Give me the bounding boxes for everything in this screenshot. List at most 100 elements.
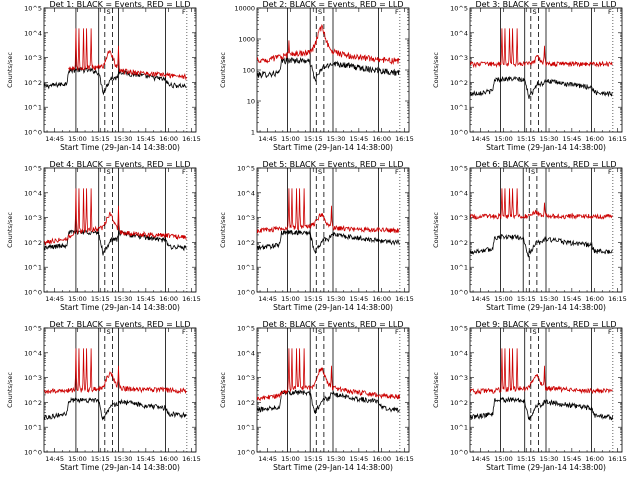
- y-tick-label: 10^4: [450, 189, 468, 197]
- x-tick-label: 15:30: [540, 455, 559, 463]
- detector-panel-3: Det 3: BLACK = Events, RED = LLD 10^0 10^1…: [432, 0, 627, 152]
- x-tick-label: 16:00: [585, 295, 604, 303]
- x-axis-label: Start Time (29-Jan-14 14:38:00): [273, 303, 393, 312]
- marker-tag: F: [182, 328, 186, 336]
- y-tick-label: 10^5: [24, 165, 42, 173]
- y-tick-label: 10^1: [237, 264, 255, 272]
- marker-tag: F: [395, 8, 399, 16]
- y-axis-label: Counts/sec: [6, 372, 14, 408]
- y-tick-label: 10^1: [450, 104, 468, 112]
- y-axis-label: Counts/sec: [432, 212, 440, 248]
- y-tick-label: 10^2: [450, 79, 468, 87]
- marker-tag: F: [395, 328, 399, 336]
- y-axis-label: Counts/sec: [6, 212, 14, 248]
- x-tick-label: 16:00: [585, 455, 604, 463]
- series-events-line: [470, 75, 613, 99]
- y-tick-label: 10000: [234, 5, 255, 13]
- y-tick-label: 10^0: [24, 289, 42, 297]
- y-tick-label: 100: [243, 67, 255, 75]
- series-lld-line: [44, 188, 187, 246]
- series-lld-line: [257, 23, 400, 66]
- detector-panel-9: Det 9: BLACK = Events, RED = LLD 10^0 10^1…: [432, 320, 627, 472]
- y-tick-label: 10^0: [450, 289, 468, 297]
- x-axis-label: Start Time (29-Jan-14 14:38:00): [273, 463, 393, 472]
- series-events-line: [470, 396, 613, 421]
- y-tick-label: 10^2: [24, 79, 42, 87]
- plot-frame: [43, 7, 197, 133]
- y-tick-label: 10^4: [237, 349, 255, 357]
- x-tick-label: 14:45: [45, 455, 64, 463]
- y-tick-label: 10^3: [450, 54, 468, 62]
- x-tick-label: 15:45: [136, 455, 155, 463]
- chart-title: Det 4: BLACK = Events, RED = LLD: [50, 160, 191, 169]
- y-tick-label: 10^1: [24, 424, 42, 432]
- x-tick-label: 14:45: [45, 295, 64, 303]
- y-tick-label: 10^2: [24, 399, 42, 407]
- x-tick-label: 15:15: [91, 295, 110, 303]
- detector-panel-1: Det 1: BLACK = Events, RED = LLD 10^0 10^1…: [6, 0, 201, 152]
- series-lld-line: [470, 348, 613, 395]
- x-tick-label: 15:45: [562, 455, 581, 463]
- detector-panel-6: Det 6: BLACK = Events, RED = LLD 10^0 10^1…: [432, 160, 627, 312]
- series-lld-line: [44, 348, 187, 395]
- detector-panel-4: Det 4: BLACK = Events, RED = LLD 10^0 10^1…: [6, 160, 201, 312]
- detector-panel-5: Det 5: BLACK = Events, RED = LLD 10^0 10^1…: [219, 160, 414, 312]
- y-tick-label: 10^5: [24, 325, 42, 333]
- marker-tag: F: [608, 8, 612, 16]
- chart-title: Det 3: BLACK = Events, RED = LLD: [476, 0, 617, 9]
- y-tick-label: 10: [247, 98, 255, 106]
- y-tick-label: 1000: [238, 36, 255, 44]
- x-tick-label: 15:45: [349, 295, 368, 303]
- marker-tag: S: [107, 328, 111, 336]
- x-axis-label: Start Time (29-Jan-14 14:38:00): [60, 463, 180, 472]
- y-tick-label: 10^0: [450, 449, 468, 457]
- marker-tag: F: [608, 328, 612, 336]
- x-tick-label: 14:45: [471, 455, 490, 463]
- x-tick-label: 15:00: [281, 455, 300, 463]
- chart-title: Det 7: BLACK = Events, RED = LLD: [50, 320, 191, 329]
- y-tick-label: 10^3: [24, 374, 42, 382]
- x-tick-label: 14:45: [471, 295, 490, 303]
- y-axis-label: Counts/sec: [219, 52, 227, 88]
- x-tick-label: 14:45: [471, 135, 490, 143]
- chart-title: Det 8: BLACK = Events, RED = LLD: [263, 320, 404, 329]
- x-tick-label: 15:00: [494, 135, 513, 143]
- y-axis-label: Counts/sec: [219, 372, 227, 408]
- y-tick-label: 10^0: [237, 289, 255, 297]
- x-axis-label: Start Time (29-Jan-14 14:38:00): [60, 143, 180, 152]
- y-tick-label: 10^0: [24, 129, 42, 137]
- x-tick-label: 15:00: [281, 295, 300, 303]
- x-tick-label: 15:15: [91, 135, 110, 143]
- y-tick-label: 10^1: [24, 264, 42, 272]
- x-tick-label: 16:00: [372, 455, 391, 463]
- series-events-line: [470, 233, 613, 258]
- y-tick-label: 10^5: [237, 325, 255, 333]
- x-tick-label: 16:15: [395, 455, 414, 463]
- marker-tag: F: [182, 8, 186, 16]
- x-tick-label: 16:00: [159, 295, 178, 303]
- marker-tag: S: [318, 328, 322, 336]
- x-tick-label: 15:30: [327, 295, 346, 303]
- x-tick-label: 14:45: [45, 135, 64, 143]
- series-events-line: [44, 66, 187, 96]
- marker-tag: F: [608, 168, 612, 176]
- y-tick-label: 10^5: [24, 5, 42, 13]
- x-tick-label: 15:00: [68, 455, 87, 463]
- x-tick-label: 15:00: [281, 135, 300, 143]
- y-tick-label: 10^2: [450, 399, 468, 407]
- x-tick-label: 16:15: [182, 295, 201, 303]
- x-tick-label: 14:45: [258, 455, 277, 463]
- y-tick-label: 10^2: [237, 239, 255, 247]
- x-tick-label: 15:00: [494, 455, 513, 463]
- marker-tag: S: [107, 8, 111, 16]
- y-tick-label: 10^5: [450, 5, 468, 13]
- series-lld-line: [257, 188, 400, 234]
- chart-title: Det 5: BLACK = Events, RED = LLD: [263, 160, 404, 169]
- x-tick-label: 16:00: [159, 455, 178, 463]
- chart-title: Det 9: BLACK = Events, RED = LLD: [476, 320, 617, 329]
- series-events-line: [257, 389, 400, 414]
- series-events-line: [44, 396, 187, 421]
- x-tick-label: 15:30: [327, 455, 346, 463]
- plot-frame: [43, 167, 197, 293]
